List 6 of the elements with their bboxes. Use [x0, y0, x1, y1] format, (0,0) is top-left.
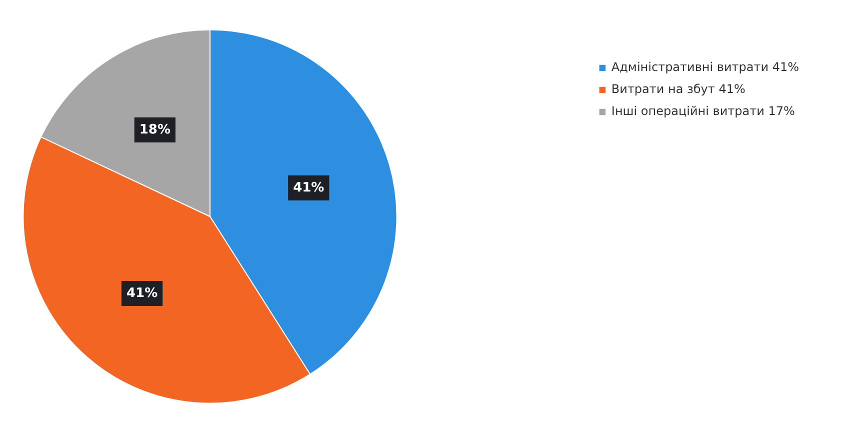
data-label: 41% [293, 180, 324, 196]
legend-label: Адміністративні витрати 41% [611, 60, 799, 74]
data-label: 18% [139, 122, 170, 138]
data-label: 41% [126, 286, 158, 302]
legend-label: Інші операційні витрати 17% [611, 104, 795, 118]
legend-label: Витрати на збут 41% [611, 82, 746, 96]
